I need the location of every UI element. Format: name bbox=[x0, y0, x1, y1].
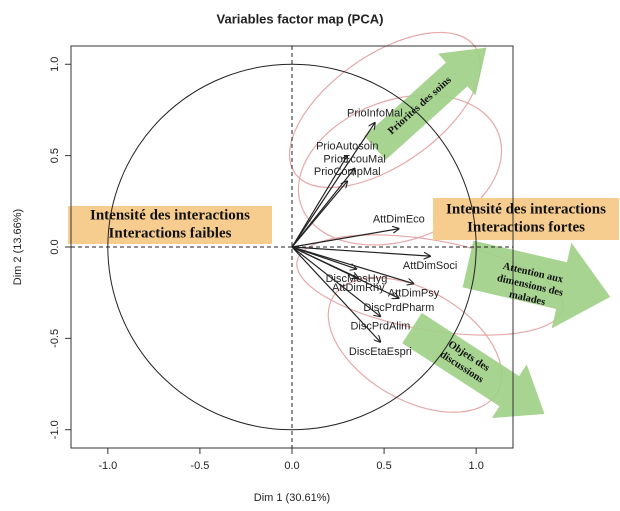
x-axis-label: Dim 1 (30.61%) bbox=[254, 492, 330, 504]
annotation-text: Intensité des interactions bbox=[90, 207, 250, 223]
x-tick-label: 0.5 bbox=[376, 460, 391, 472]
annotation-box bbox=[68, 206, 272, 244]
annotation-arrow bbox=[402, 312, 545, 419]
annotation: Intensité des interactions Interactions f… bbox=[90, 207, 250, 241]
variable-label: DiscPrdAlim bbox=[350, 320, 410, 332]
y-tick-label: -1.0 bbox=[49, 420, 61, 439]
annotation-arrow bbox=[364, 47, 487, 160]
variable-vector bbox=[291, 246, 414, 284]
variable-label: AttDimPsy bbox=[388, 287, 440, 299]
x-tick-label: 0.0 bbox=[284, 460, 299, 472]
y-tick-label: 1.0 bbox=[49, 57, 61, 72]
variable-vector bbox=[291, 229, 399, 248]
y-tick-label: 0.5 bbox=[49, 148, 61, 163]
y-tick-label: -0.5 bbox=[49, 329, 61, 348]
variable-vector bbox=[291, 246, 430, 256]
cluster-ellipse bbox=[297, 94, 503, 246]
annotation-box bbox=[433, 198, 619, 240]
chart-title: Variables factor map (PCA) bbox=[217, 11, 384, 26]
x-tick-label: -0.5 bbox=[190, 460, 209, 472]
variable-vector bbox=[291, 246, 380, 316]
annotation-arrow bbox=[462, 240, 611, 329]
variable-label: AttDimEco bbox=[373, 214, 425, 226]
variable-label: PrioCompMal bbox=[314, 166, 381, 178]
variable-label: DiscPrdPharm bbox=[363, 302, 434, 314]
variable-label: PrioEcouMal bbox=[323, 153, 385, 165]
y-axis-label: Dim 2 (13.66%) bbox=[12, 209, 24, 285]
variable-vector bbox=[291, 181, 347, 248]
annotation: Intensité des interactions Interactions f… bbox=[446, 201, 606, 235]
variable-vector bbox=[291, 246, 399, 298]
annotation-text: Interactions faibles bbox=[109, 225, 232, 241]
variable-label: PrioAutosoin bbox=[316, 141, 378, 153]
variable-label: AttDimSoci bbox=[403, 260, 457, 272]
annotation-text: Interactions fortes bbox=[467, 219, 585, 235]
variable-label: DiscEtaEspri bbox=[349, 346, 412, 358]
variable-label: PrioInfoMal bbox=[347, 108, 403, 120]
x-tick-label: 1.0 bbox=[469, 460, 484, 472]
x-tick-label: -1.0 bbox=[98, 460, 117, 472]
variable-vector bbox=[291, 156, 347, 248]
variable-vector bbox=[291, 246, 380, 342]
cluster-ellipse bbox=[288, 31, 482, 189]
y-tick-label: 0.0 bbox=[49, 239, 61, 254]
variable-vector bbox=[291, 123, 375, 248]
annotation-text: Intensité des interactions bbox=[446, 201, 606, 217]
